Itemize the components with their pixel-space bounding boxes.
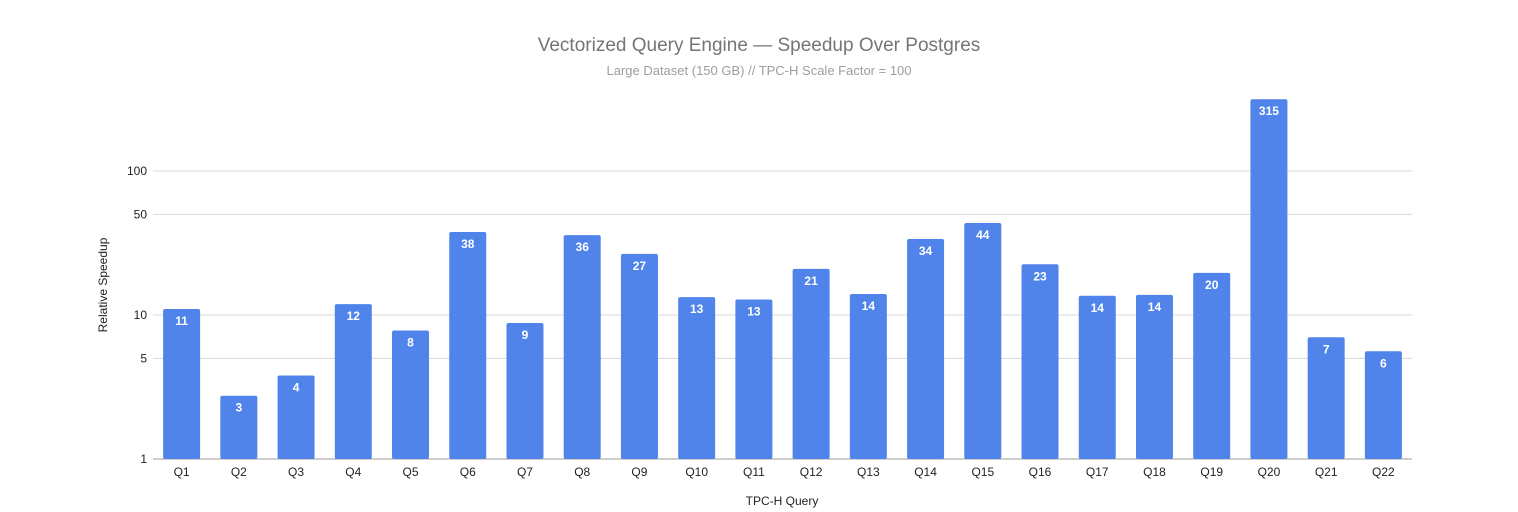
data-label: 8 xyxy=(407,336,414,350)
bar-q2 xyxy=(220,395,258,459)
bar-q16 xyxy=(1021,264,1059,459)
x-tick-label: Q16 xyxy=(1029,465,1052,479)
data-label: 11 xyxy=(175,314,188,328)
data-label: 4 xyxy=(293,381,300,395)
x-tick-label: Q9 xyxy=(631,465,647,479)
bar-q22 xyxy=(1364,351,1402,459)
bar-q10 xyxy=(678,297,716,459)
chart-subtitle: Large Dataset (150 GB) // TPC-H Scale Fa… xyxy=(606,63,911,78)
data-label: 9 xyxy=(522,328,529,342)
data-label: 3 xyxy=(235,401,242,415)
data-label: 21 xyxy=(804,274,818,288)
bar-q21 xyxy=(1307,337,1345,459)
data-label: 14 xyxy=(862,299,876,313)
bar-q14 xyxy=(907,239,945,459)
bar-q6 xyxy=(449,232,487,459)
x-axis-label: TPC-H Query xyxy=(746,494,819,508)
x-tick-label: Q17 xyxy=(1086,465,1109,479)
x-tick-label: Q4 xyxy=(345,465,361,479)
data-label: 38 xyxy=(461,237,475,251)
x-tick-label: Q20 xyxy=(1258,465,1281,479)
x-tick-label: Q18 xyxy=(1143,465,1166,479)
x-tick-label: Q12 xyxy=(800,465,823,479)
data-label: 14 xyxy=(1148,300,1162,314)
x-tick-label: Q2 xyxy=(231,465,247,479)
data-label: 6 xyxy=(1380,356,1387,370)
data-label: 315 xyxy=(1259,104,1279,118)
y-tick-label: 100 xyxy=(127,164,147,178)
x-tick-label: Q1 xyxy=(174,465,190,479)
bar-q7 xyxy=(506,322,544,459)
y-tick-label: 1 xyxy=(140,452,147,466)
data-label: 36 xyxy=(576,240,590,254)
chart-title: Vectorized Query Engine — Speedup Over P… xyxy=(538,35,981,56)
bar-q11 xyxy=(735,299,773,459)
data-label: 12 xyxy=(347,309,361,323)
data-label: 27 xyxy=(633,259,647,273)
x-tick-label: Q10 xyxy=(685,465,708,479)
data-label: 34 xyxy=(919,244,933,258)
x-tick-label: Q6 xyxy=(460,465,476,479)
x-tick-label: Q13 xyxy=(857,465,880,479)
bar-q3 xyxy=(277,375,315,459)
bar-q1 xyxy=(163,309,201,459)
y-tick-label: 50 xyxy=(134,207,148,221)
bar-q20 xyxy=(1250,99,1288,459)
bar-q13 xyxy=(849,293,887,459)
x-tick-label: Q7 xyxy=(517,465,533,479)
data-label: 44 xyxy=(976,228,990,242)
bar-q4 xyxy=(334,304,372,459)
x-tick-label: Q8 xyxy=(574,465,590,479)
bar-q17 xyxy=(1078,295,1116,459)
y-axis-label: Relative Speedup xyxy=(96,237,110,332)
data-label: 13 xyxy=(690,302,704,316)
bar-q12 xyxy=(792,268,830,459)
bar-q5 xyxy=(392,330,430,459)
data-label: 23 xyxy=(1033,269,1047,283)
bar-q19 xyxy=(1193,272,1231,459)
x-axis-ticks: Q1 Q2 Q3 Q4 Q5 Q6 Q7 Q8 Q9 Q10 Q11 Q12 Q13 Q14 Q15 Q16 Q… xyxy=(174,465,1395,479)
y-axis-ticks: 1 5 10 50 100 xyxy=(127,164,147,466)
x-tick-label: Q11 xyxy=(743,465,765,479)
data-label: 14 xyxy=(1091,301,1105,315)
x-tick-label: Q19 xyxy=(1200,465,1223,479)
x-tick-label: Q21 xyxy=(1315,465,1338,479)
x-tick-label: Q5 xyxy=(403,465,419,479)
bar-q15 xyxy=(964,223,1002,459)
data-label: 20 xyxy=(1205,278,1219,292)
bar-q9 xyxy=(620,253,658,459)
bar-q18 xyxy=(1135,294,1173,459)
x-tick-label: Q3 xyxy=(288,465,304,479)
y-tick-label: 5 xyxy=(140,351,147,365)
data-label: 13 xyxy=(747,305,761,319)
x-tick-label: Q22 xyxy=(1372,465,1395,479)
y-tick-label: 10 xyxy=(134,308,148,322)
x-tick-label: Q14 xyxy=(914,465,937,479)
data-label: 7 xyxy=(1323,342,1330,356)
bar-q8 xyxy=(563,235,601,459)
x-tick-label: Q15 xyxy=(971,465,994,479)
